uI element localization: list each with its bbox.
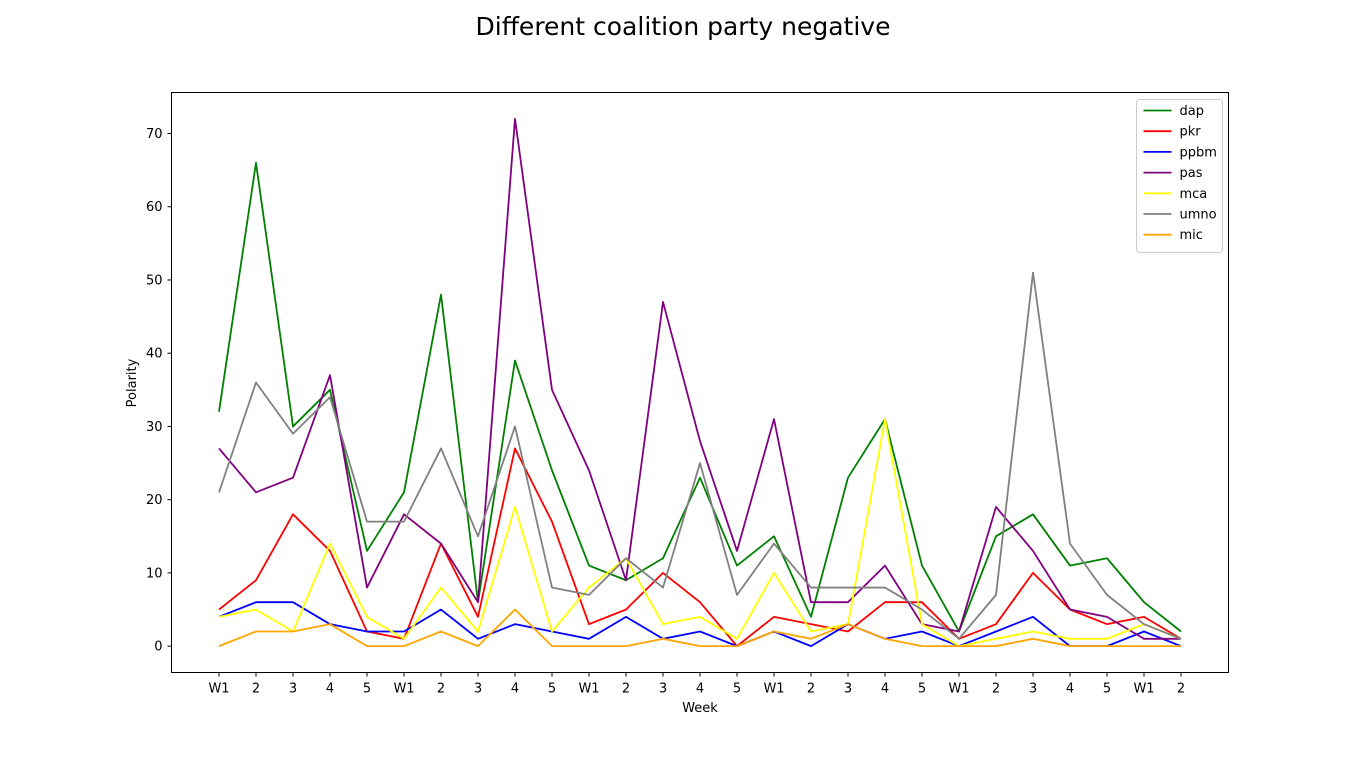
- x-tick-label: 2: [992, 682, 1000, 697]
- x-tick-label: 3: [289, 682, 297, 697]
- series-line-mca: [218, 418, 1182, 648]
- x-tick-label: 3: [844, 682, 852, 697]
- x-tick-label: 2: [807, 682, 815, 697]
- x-tick-label: 5: [733, 682, 741, 697]
- y-axis: 0 10 20 30 40 50 60 70: [146, 127, 172, 655]
- y-tick-label: 30: [146, 420, 163, 435]
- x-tick-label: 2: [437, 682, 445, 697]
- y-tick-label: 10: [146, 566, 163, 581]
- legend: dap pkr ppbm pas mca umno mic: [1136, 99, 1223, 253]
- x-tick-label: 5: [363, 682, 371, 697]
- legend-label-dap: dap: [1180, 104, 1204, 119]
- x-tick-label: 4: [326, 682, 334, 697]
- legend-label-pkr: pkr: [1180, 125, 1202, 140]
- x-tick-label: 3: [474, 682, 482, 697]
- y-tick-label: 50: [146, 273, 163, 288]
- y-tick-label: 70: [146, 127, 163, 142]
- legend-label-mca: mca: [1180, 187, 1208, 202]
- series-line-umno: [218, 271, 1182, 640]
- x-tick-label: 2: [1177, 682, 1185, 697]
- x-tick-label: 4: [1066, 682, 1074, 697]
- legend-label-ppbm: ppbm: [1180, 145, 1217, 160]
- x-tick-label: 5: [918, 682, 926, 697]
- y-tick-label: 40: [146, 347, 163, 362]
- x-tick-label: W1: [948, 682, 969, 697]
- chart-title: Different coalition party negative: [476, 12, 891, 41]
- series-line-pkr: [218, 447, 1182, 648]
- plot-area: [218, 117, 1182, 648]
- x-tick-label: 3: [659, 682, 667, 697]
- x-tick-label: 4: [881, 682, 889, 697]
- legend-label-umno: umno: [1180, 208, 1217, 223]
- x-tick-label: W1: [578, 682, 599, 697]
- x-tick-label: W1: [763, 682, 784, 697]
- y-axis-label: Polarity: [125, 358, 140, 407]
- series-line-mic: [218, 608, 1181, 648]
- x-axis: W1 2 3 4 5 W1 2 3 4 5 W1 2 3 4 5 W1 2 3 4 5 W1 2 3 4 5 W1 2: [208, 672, 1185, 697]
- x-tick-label: 4: [511, 682, 519, 697]
- x-tick-label: 5: [548, 682, 556, 697]
- legend-label-mic: mic: [1180, 228, 1203, 243]
- y-tick-label: 20: [146, 493, 163, 508]
- x-tick-label: 3: [1029, 682, 1037, 697]
- series-line-ppbm: [218, 601, 1182, 648]
- y-tick-label: 60: [146, 200, 163, 215]
- x-tick-label: 2: [252, 682, 260, 697]
- x-tick-label: 5: [1103, 682, 1111, 697]
- x-tick-label: W1: [208, 682, 229, 697]
- series-line-dap: [218, 161, 1182, 633]
- x-tick-label: W1: [393, 682, 414, 697]
- y-tick-label: 0: [154, 640, 162, 655]
- x-tick-label: 4: [696, 682, 704, 697]
- x-tick-label: 2: [622, 682, 630, 697]
- x-axis-label: Week: [682, 701, 718, 716]
- legend-label-pas: pas: [1180, 166, 1203, 181]
- series-line-pas: [218, 117, 1181, 640]
- x-tick-label: W1: [1133, 682, 1154, 697]
